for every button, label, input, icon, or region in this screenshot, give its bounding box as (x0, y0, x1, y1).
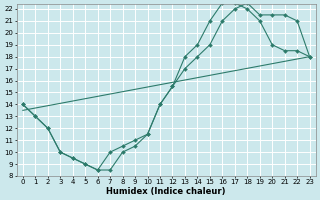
X-axis label: Humidex (Indice chaleur): Humidex (Indice chaleur) (107, 187, 226, 196)
